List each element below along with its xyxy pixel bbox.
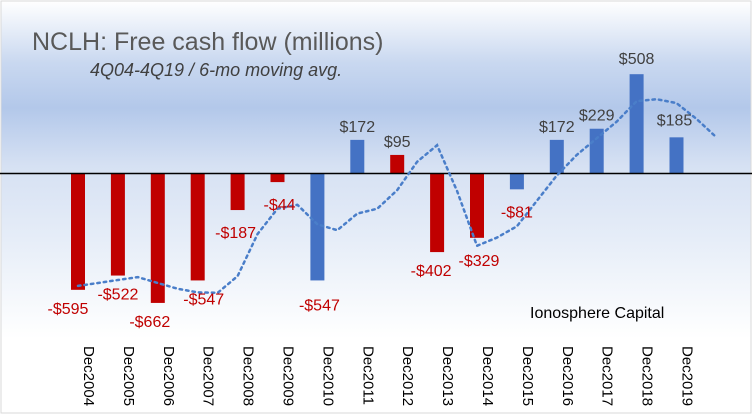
bar-Dec2018 bbox=[629, 74, 644, 174]
category-label-Dec2011: Dec2011 bbox=[359, 346, 376, 405]
bar-Dec2016 bbox=[549, 139, 564, 174]
data-label-Dec2016: $172 bbox=[539, 119, 575, 136]
bar-Dec2008 bbox=[230, 173, 245, 211]
bar-Dec2011 bbox=[350, 139, 365, 174]
category-label-Dec2008: Dec2008 bbox=[240, 346, 257, 406]
data-label-Dec2017: $229 bbox=[579, 108, 615, 125]
bar-Dec2013 bbox=[430, 173, 445, 253]
bar-Dec2004 bbox=[71, 173, 85, 290]
bar-Dec2014 bbox=[470, 173, 484, 238]
watermark: Ionosphere Capital bbox=[530, 305, 664, 322]
moving-average-line bbox=[76, 97, 718, 295]
bar-Dec2019 bbox=[669, 137, 684, 174]
data-label-Dec2018: $508 bbox=[619, 51, 655, 68]
category-label-Dec2010: Dec2010 bbox=[319, 346, 336, 406]
bar-Dec2009 bbox=[270, 173, 285, 183]
bar-Dec2010 bbox=[310, 173, 325, 281]
data-label-Dec2012: $95 bbox=[384, 134, 411, 151]
data-label-Dec2019: $185 bbox=[657, 112, 693, 129]
data-label-Dec2009: -$44 bbox=[263, 197, 295, 214]
data-label-Dec2005: -$522 bbox=[97, 287, 138, 304]
category-labels: Dec2004 Dec2005 Dec2006 Dec2007 Dec2008 Dec20… bbox=[80, 346, 696, 406]
data-label-Dec2006: -$662 bbox=[129, 314, 170, 331]
bar-Dec2017 bbox=[589, 128, 604, 174]
data-label-Dec2010: -$547 bbox=[299, 297, 340, 314]
chart-title: NCLH: Free cash flow (millions) bbox=[32, 28, 383, 56]
category-label-Dec2016: Dec2016 bbox=[559, 346, 576, 406]
category-label-Dec2013: Dec2013 bbox=[439, 346, 456, 406]
data-label-Dec2011: $172 bbox=[340, 119, 376, 136]
category-label-Dec2007: Dec2007 bbox=[200, 346, 217, 406]
category-label-Dec2014: Dec2014 bbox=[479, 346, 496, 406]
category-label-Dec2004: Dec2004 bbox=[80, 346, 97, 406]
category-label-Dec2019: Dec2019 bbox=[679, 346, 696, 406]
bar-series bbox=[71, 74, 684, 303]
bar-Dec2015 bbox=[509, 173, 524, 190]
category-label-Dec2012: Dec2012 bbox=[399, 346, 416, 406]
data-label-Dec2014: -$329 bbox=[459, 253, 500, 270]
chart-subtitle: 4Q04-4Q19 / 6-mo moving avg. bbox=[90, 60, 342, 80]
category-label-Dec2015: Dec2015 bbox=[519, 346, 536, 406]
data-label-Dec2013: -$402 bbox=[411, 263, 452, 280]
data-label-Dec2007: -$547 bbox=[183, 291, 224, 308]
bar-Dec2007 bbox=[190, 173, 205, 281]
bar-Dec2006 bbox=[150, 173, 165, 303]
data-labels: -$595 -$522 -$662 -$547 -$187 -$44 -$547 $172 $9… bbox=[48, 51, 693, 331]
category-label-Dec2005: Dec2005 bbox=[120, 346, 137, 406]
bar-Dec2005 bbox=[110, 173, 125, 276]
category-label-Dec2006: Dec2006 bbox=[160, 346, 177, 406]
data-label-Dec2004: -$595 bbox=[48, 301, 89, 318]
category-label-Dec2018: Dec2018 bbox=[639, 346, 656, 406]
data-label-Dec2015: -$81 bbox=[501, 204, 533, 221]
bar-Dec2012 bbox=[390, 154, 405, 174]
data-label-Dec2008: -$187 bbox=[215, 225, 256, 242]
category-label-Dec2009: Dec2009 bbox=[280, 346, 297, 406]
category-label-Dec2017: Dec2017 bbox=[599, 346, 616, 406]
